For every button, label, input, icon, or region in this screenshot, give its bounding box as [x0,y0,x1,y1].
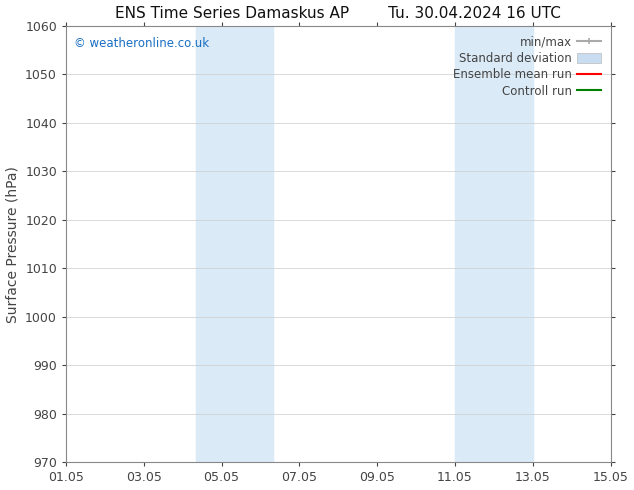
Legend: min/max, Standard deviation, Ensemble mean run, Controll run: min/max, Standard deviation, Ensemble me… [449,32,605,101]
Bar [195,26,273,463]
Title: ENS Time Series Damaskus AP        Tu. 30.04.2024 16 UTC: ENS Time Series Damaskus AP Tu. 30.04.20… [115,5,561,21]
Text: © weatheronline.co.uk: © weatheronline.co.uk [74,37,209,50]
Bar [455,26,533,463]
Y-axis label: Surface Pressure (hPa): Surface Pressure (hPa) [6,166,20,322]
